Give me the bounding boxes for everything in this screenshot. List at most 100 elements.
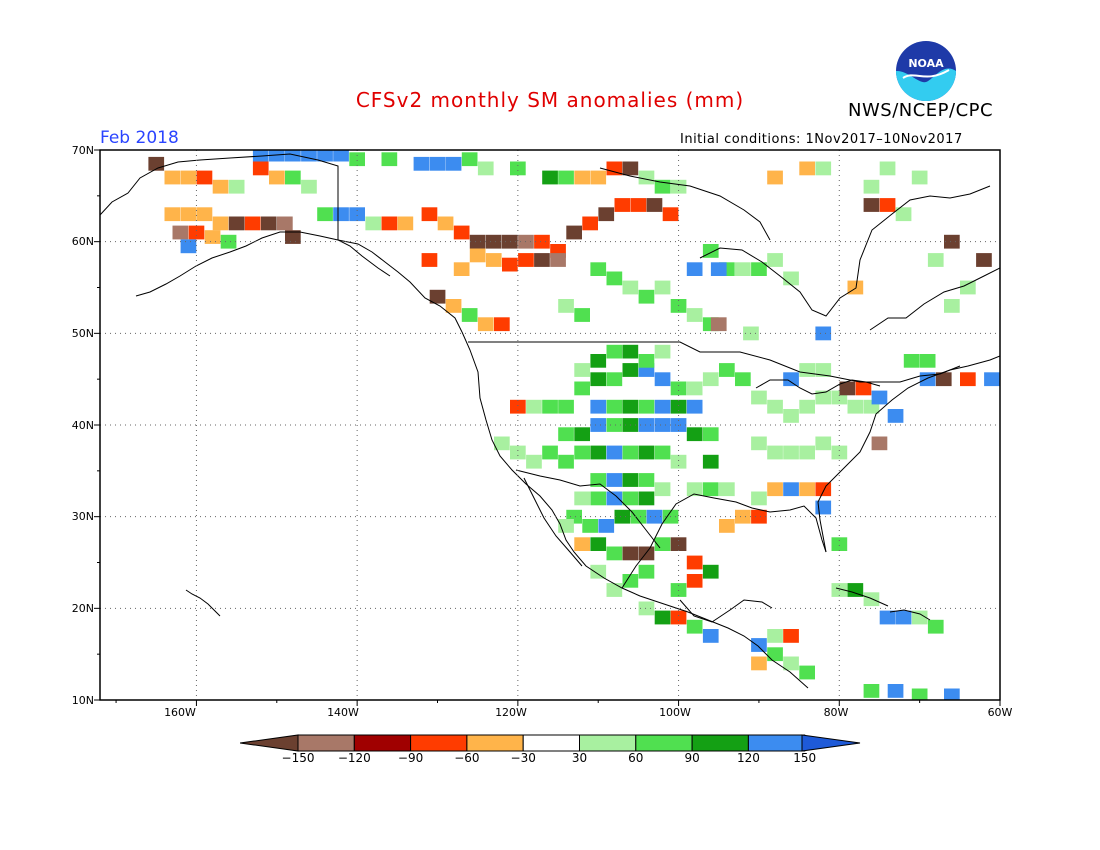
colorbar-swatch [522,734,581,752]
anomaly-cell [598,519,615,533]
anomaly-cell [686,399,703,414]
lat-label-20: 20N [71,602,94,615]
anomaly-cell [815,161,832,176]
anomaly-cell [317,150,333,162]
anomaly-cell [622,280,639,295]
anomaly-cell [799,482,815,497]
coastline-east [817,355,1000,553]
anomaly-cell [477,317,494,332]
colorbar-swatch [747,734,806,752]
anomaly-cell [574,491,590,506]
border-alaska-canada [337,166,391,277]
anomaly-cell [686,381,703,396]
anomaly-cell [654,537,671,551]
anomaly-cell [927,253,944,267]
anomaly-cell [590,564,607,579]
anomaly-cell [164,207,181,222]
lat-label-30: 30N [71,510,94,523]
anomaly-cell [285,230,301,244]
anomaly-cell [590,262,607,276]
anomaly-cell [710,317,727,332]
lon-label-120w: 120W [495,706,527,719]
anomaly-cell [590,418,607,432]
anomaly-cell [751,436,767,451]
anomaly-cell [566,225,582,240]
lon-label-60w: 60W [987,706,1013,719]
anomaly-cell [494,317,510,332]
anomaly-cell [638,399,655,414]
colorbar-label: 150 [793,751,817,765]
anomaly-cell [269,150,285,162]
anomaly-cell [550,253,566,267]
anomaly-cell [622,344,639,359]
colorbar-label: −60 [454,751,480,765]
anomaly-cell [670,454,687,469]
anomaly-cell [686,482,703,497]
anomaly-cell [646,509,663,524]
anomaly-cell [180,239,197,254]
anomaly-cell [622,399,639,414]
lon-label-80w: 80W [823,706,849,719]
anomaly-cell [381,152,398,167]
anomaly-cell [349,152,365,167]
colorbar-swatch [635,734,693,752]
anomaly-cell [445,156,462,171]
anomaly-cell [815,363,832,377]
coastline-arctic [599,167,771,241]
anomaly-cell [429,289,446,304]
anomaly-cell [960,280,976,295]
anomaly-cell [622,491,639,506]
anomaly-cell [767,399,783,414]
anomaly-cell [799,363,815,377]
anomaly-cell [815,482,832,497]
anomaly-cell [654,418,671,432]
anomaly-cell [180,207,197,222]
colorbar-swatch [579,734,637,752]
anomaly-cell [686,619,703,634]
anomaly-cell [863,684,880,698]
anomaly-cell [799,665,815,680]
anomaly-cell [574,170,590,185]
anomaly-cell [654,610,671,625]
anomaly-cell [960,372,976,387]
anomaly-cell [622,161,639,176]
anomaly-cell [839,381,856,396]
anomaly-cell [269,170,285,185]
anomaly-cell [317,207,333,222]
lon-label-100w: 100W [659,706,691,719]
anomaly-cell [847,583,864,597]
anomaly-cell [469,234,486,249]
anomaly-cell [469,248,486,263]
anomaly-cell [944,688,960,700]
colorbar-swatch [691,734,749,752]
anomaly-cell [590,537,607,551]
colorbar-swatch [410,734,468,752]
coastline-baja [523,477,583,567]
coastline-labrador [869,267,1000,331]
anomaly-cell [944,299,960,313]
anomaly-cell [767,445,783,460]
valid-month-label: Feb 2018 [100,128,179,148]
great-lakes [755,379,881,395]
anomaly-cell [574,381,590,396]
anomaly-cell [702,564,719,579]
anomaly-cell [735,372,751,387]
anomaly-cell [911,688,928,700]
anomaly-cell [502,234,518,249]
anomaly-cell [702,372,719,387]
anomaly-cell [582,519,598,533]
anomaly-cell [461,308,478,322]
anomaly-cell [638,418,655,432]
anomaly-cell [453,262,470,276]
anomaly-cell [638,564,655,579]
anomaly-cell [397,216,414,231]
anomaly-cell [590,170,607,185]
anomaly-cell [244,216,261,231]
anomaly-cell [558,299,574,313]
anomaly-cell [799,445,815,460]
anomaly-cell [719,482,735,497]
anomaly-cell [654,399,671,414]
anomaly-cell [654,482,671,497]
anomaly-cell [606,445,623,460]
lat-label-40: 40N [71,419,94,432]
